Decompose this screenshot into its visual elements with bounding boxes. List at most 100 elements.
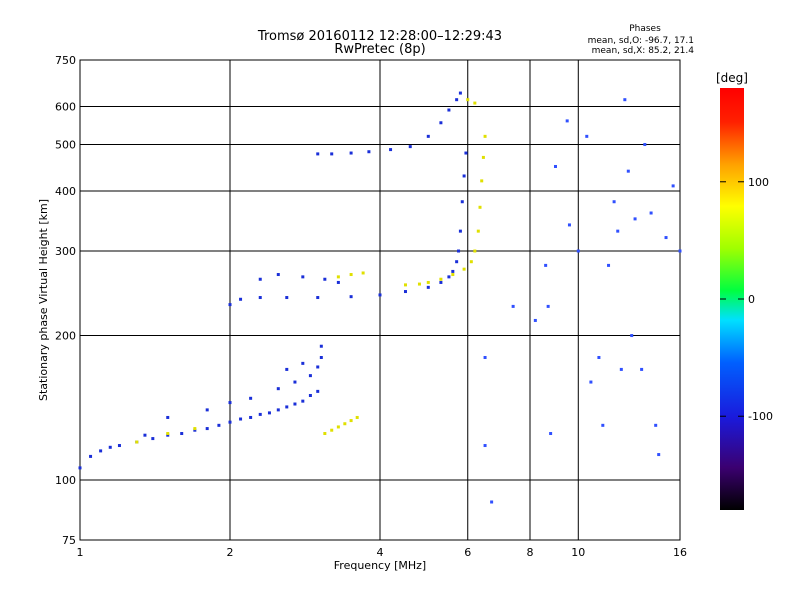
y-tick-label: 100 <box>55 474 76 487</box>
data-point <box>316 152 320 156</box>
data-point <box>671 184 675 188</box>
data-point <box>455 260 459 264</box>
data-point <box>626 169 630 173</box>
data-point <box>285 405 289 409</box>
data-point <box>228 420 232 424</box>
data-point <box>462 174 466 178</box>
data-point <box>483 134 487 138</box>
y-tick-label: 300 <box>55 245 76 258</box>
y-tick-label: 400 <box>55 185 76 198</box>
data-point <box>166 432 170 436</box>
colorbar-tick-label: -100 <box>748 410 773 423</box>
y-tick-label: 75 <box>62 534 76 547</box>
data-point <box>258 412 262 416</box>
data-point <box>664 236 668 240</box>
data-point <box>267 411 271 415</box>
data-point <box>439 121 443 125</box>
data-point <box>439 280 443 284</box>
y-tick-label: 600 <box>55 101 76 114</box>
data-point <box>349 295 353 299</box>
data-point <box>258 296 262 300</box>
data-point <box>336 425 340 429</box>
data-point <box>478 205 482 209</box>
data-point <box>473 101 477 105</box>
data-points <box>78 91 682 504</box>
data-point <box>458 91 462 95</box>
data-point <box>654 423 658 427</box>
data-point <box>293 402 297 406</box>
data-point <box>447 275 451 279</box>
data-point <box>308 374 312 378</box>
data-point <box>99 449 103 453</box>
data-point <box>607 263 611 267</box>
data-point <box>308 394 312 398</box>
data-point <box>544 263 548 267</box>
colorbar-tick-label: 100 <box>748 176 769 189</box>
data-point <box>180 432 184 436</box>
data-point <box>464 151 468 155</box>
data-point <box>316 389 320 393</box>
data-point <box>343 422 347 426</box>
data-point <box>78 466 82 470</box>
data-point <box>408 145 412 149</box>
data-point <box>323 432 327 436</box>
data-point <box>378 293 382 297</box>
x-axis-label: Frequency [MHz] <box>334 559 426 572</box>
data-point <box>239 297 243 301</box>
data-point <box>205 427 209 431</box>
data-point <box>576 249 580 253</box>
x-tick-label: 1 <box>77 546 84 559</box>
data-point <box>533 318 537 322</box>
data-point <box>276 273 280 277</box>
data-point <box>151 437 155 441</box>
data-point <box>293 380 297 384</box>
y-axis-label: Stationary phase Virtual Height [km] <box>37 199 50 401</box>
colorbar-tick-label: 0 <box>748 293 755 306</box>
data-point <box>643 143 647 147</box>
data-point <box>417 282 421 286</box>
data-point <box>549 432 553 436</box>
data-point <box>249 396 253 400</box>
colorbar-label: [deg] <box>716 71 748 85</box>
data-point <box>316 365 320 369</box>
data-point <box>678 249 682 253</box>
colorbar: [deg] 100 0 -100 <box>716 71 773 510</box>
data-point <box>336 280 340 284</box>
chart-title: Tromsø 20160112 12:28:00–12:29:43 <box>257 29 502 44</box>
y-tick-label: 500 <box>55 139 76 152</box>
data-point <box>616 229 620 233</box>
data-point <box>355 415 359 419</box>
data-point <box>205 408 209 412</box>
data-point <box>623 98 627 102</box>
data-point <box>455 98 459 102</box>
data-point <box>469 260 473 264</box>
data-point <box>597 355 601 359</box>
data-point <box>166 433 170 437</box>
data-point <box>585 134 589 138</box>
y-tick-label: 750 <box>55 54 76 67</box>
data-point <box>217 423 221 427</box>
data-point <box>301 275 305 279</box>
data-point <box>426 280 430 284</box>
data-point <box>451 269 455 273</box>
plot-area: 1 2 4 6 8 10 16 75 100 200 300 400 500 600 750 <box>55 54 687 559</box>
data-point <box>546 304 550 308</box>
data-point <box>612 200 616 204</box>
data-point <box>228 303 232 307</box>
data-point <box>480 179 484 183</box>
data-point <box>483 444 487 448</box>
phase-info-heading: Phases <box>629 24 661 34</box>
data-point <box>657 453 661 457</box>
data-point <box>426 285 430 289</box>
data-point <box>481 155 485 159</box>
data-point <box>403 290 407 294</box>
data-point <box>301 399 305 403</box>
phase-info-line1: mean, sd,O: -96.7, 17.1 <box>588 36 694 46</box>
data-point <box>619 367 623 371</box>
data-point <box>239 417 243 421</box>
data-point <box>336 275 340 279</box>
data-point <box>323 277 327 281</box>
data-point <box>258 277 262 281</box>
data-point <box>601 423 605 427</box>
